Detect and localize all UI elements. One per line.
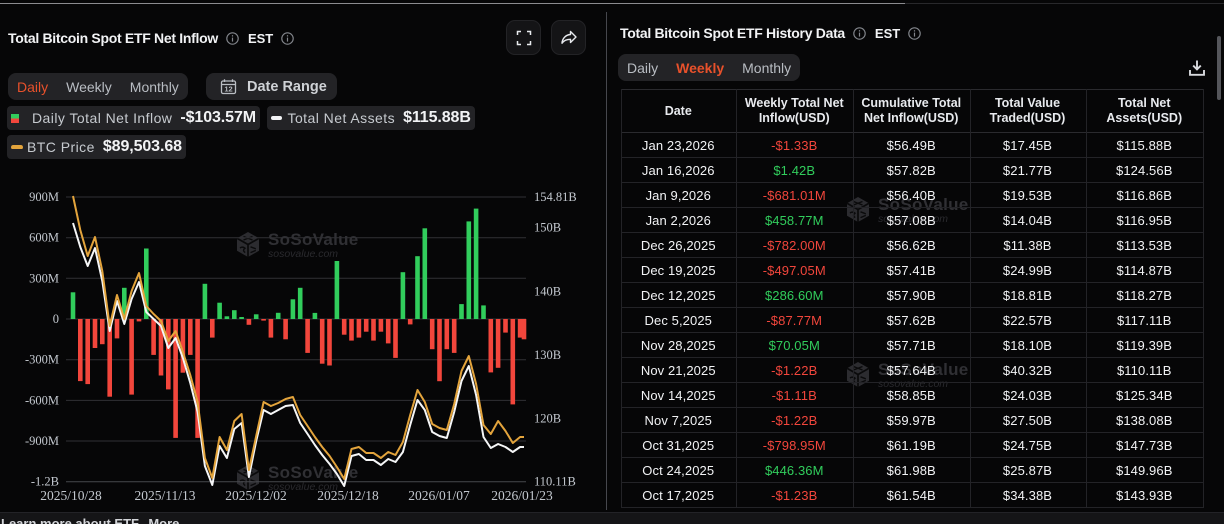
svg-text:130B: 130B: [534, 348, 561, 362]
svg-text:900M: 900M: [29, 190, 59, 204]
svg-text:150B: 150B: [534, 221, 561, 235]
svg-text:2026/01/07: 2026/01/07: [408, 488, 470, 503]
svg-text:-900M: -900M: [25, 434, 59, 448]
svg-text:2025/12/02: 2025/12/02: [225, 488, 287, 503]
svg-text:600M: 600M: [29, 231, 59, 245]
svg-text:2026/01/23: 2026/01/23: [491, 488, 553, 503]
svg-text:0: 0: [53, 312, 59, 326]
svg-text:2025/12/18: 2025/12/18: [317, 488, 379, 503]
svg-text:120B: 120B: [534, 412, 561, 426]
svg-text:-1.2B: -1.2B: [31, 475, 59, 489]
svg-text:140B: 140B: [534, 284, 561, 298]
svg-text:300M: 300M: [29, 271, 59, 285]
svg-text:-300M: -300M: [25, 353, 59, 367]
svg-text:2025/11/13: 2025/11/13: [134, 488, 195, 503]
svg-text:-600M: -600M: [25, 393, 59, 407]
svg-text:110.11B: 110.11B: [534, 475, 576, 489]
svg-text:12: 12: [224, 85, 232, 94]
svg-text:2025/10/28: 2025/10/28: [40, 488, 102, 503]
svg-text:154.81B: 154.81B: [534, 190, 577, 204]
